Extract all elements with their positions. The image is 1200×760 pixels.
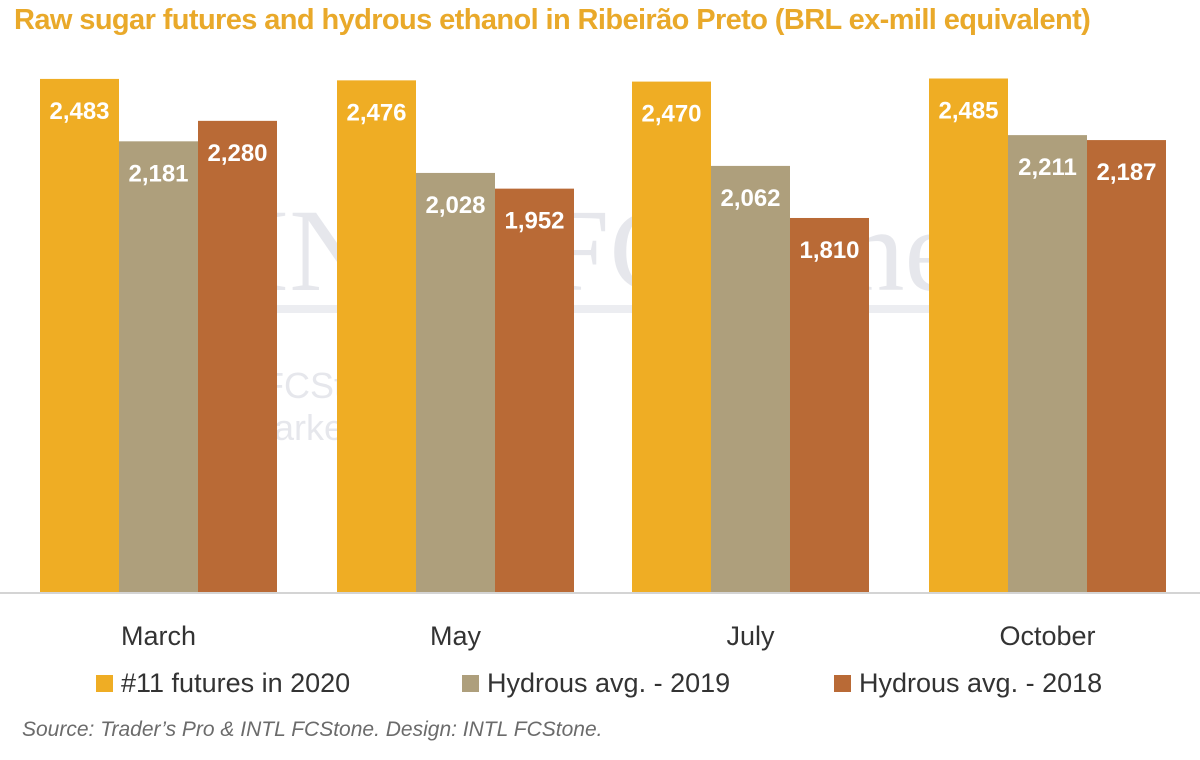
data-label-march-hydrous-2018: 2,280	[207, 140, 267, 167]
data-label-july-hydrous-2019: 2,062	[720, 185, 780, 212]
source-note: Source: Trader’s Pro & INTL FCStone. Des…	[22, 718, 603, 741]
bar-march-futures-2020	[40, 78, 119, 593]
bar-may-hydrous-2018	[495, 188, 574, 592]
data-label-july-hydrous-2018: 1,810	[799, 237, 859, 264]
legend-label-hydrous-2019: Hydrous avg. - 2019	[487, 668, 731, 698]
bar-october-hydrous-2019	[1008, 135, 1087, 592]
category-label-october: October	[999, 621, 1095, 651]
bar-may-futures-2020	[337, 80, 416, 592]
legend-swatch-futures-2020	[96, 675, 113, 692]
bar-march-hydrous-2019	[119, 141, 198, 592]
data-label-may-hydrous-2019: 2,028	[425, 192, 485, 219]
bar-may-hydrous-2019	[416, 172, 495, 593]
bar-july-futures-2020	[632, 81, 711, 592]
bar-october-hydrous-2018	[1087, 140, 1166, 592]
category-labels: March May July October	[121, 621, 1096, 651]
data-label-may-futures-2020: 2,476	[346, 99, 406, 126]
legend-swatch-hydrous-2019	[462, 675, 479, 692]
data-label-march-hydrous-2019: 2,181	[128, 160, 188, 187]
data-label-october-futures-2020: 2,485	[938, 97, 998, 124]
legend-label-futures-2020: #11 futures in 2020	[121, 668, 351, 698]
data-label-october-hydrous-2019: 2,211	[1018, 154, 1077, 181]
bar-chart: INTL FCStone FCStone Ltd arke 2,4832,181…	[0, 78, 1200, 651]
bars-layer: 2,483 2,181 2,280 2,476 2,028 1,952 2,470 2,062…	[40, 78, 1166, 593]
bar-march-hydrous-2018	[198, 120, 277, 592]
category-label-may: May	[430, 621, 482, 651]
data-label-may-hydrous-2018: 1,952	[504, 208, 564, 235]
chart-title: Raw sugar futures and hydrous ethanol in…	[14, 4, 1091, 36]
category-label-march: March	[121, 621, 196, 651]
legend-item-futures-2020: #11 futures in 2020	[96, 668, 350, 699]
data-label-march-futures-2020: 2,483	[49, 98, 109, 125]
bar-july-hydrous-2018	[790, 217, 869, 592]
data-label-july-futures-2020: 2,470	[641, 101, 701, 128]
watermark-stripe	[265, 305, 955, 313]
category-label-july: July	[726, 621, 775, 651]
legend-item-hydrous-2019: Hydrous avg. - 2019	[462, 668, 730, 699]
legend-swatch-hydrous-2018	[834, 675, 851, 692]
legend-item-hydrous-2018: Hydrous avg. - 2018	[834, 668, 1102, 699]
watermark-line-2: arke	[274, 407, 344, 448]
bar-july-hydrous-2019	[711, 165, 790, 592]
bar-october-futures-2020	[929, 78, 1008, 592]
legend: #11 futures in 2020 Hydrous avg. - 2019 Hy…	[0, 668, 1200, 704]
legend-label-hydrous-2018: Hydrous avg. - 2018	[859, 668, 1103, 698]
data-label-october-hydrous-2018: 2,187	[1096, 159, 1156, 186]
